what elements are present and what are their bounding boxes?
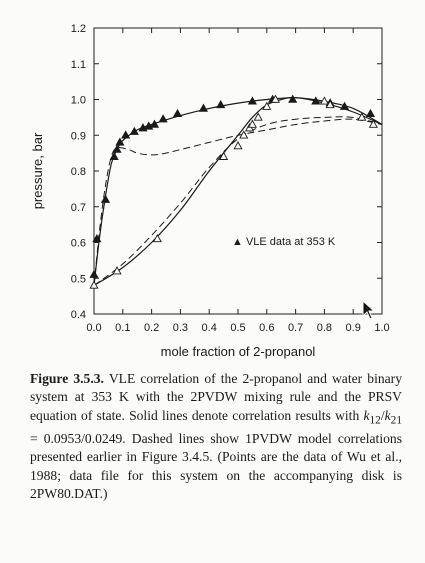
- x-tick-label: 0.2: [144, 322, 159, 334]
- y-tick-label: 1.0: [71, 95, 86, 107]
- open-data-point: [219, 151, 229, 160]
- solid-bubble-curve: [93, 97, 383, 286]
- vle-data-point: [100, 194, 111, 203]
- vle-data-point: [109, 151, 119, 160]
- open-data-point: [319, 96, 329, 105]
- data-markers: [89, 94, 378, 289]
- vle-data-point: [216, 99, 226, 109]
- plot-frame: [93, 27, 383, 315]
- vle-data-point: [112, 144, 122, 153]
- x-tick-label: 0.6: [259, 322, 274, 334]
- vle-data-point: [339, 101, 350, 110]
- y-tick-label: 0.7: [71, 202, 86, 214]
- dashed-bubble-curve: [93, 118, 383, 286]
- caption-text: VLE correlation of the 2-propanol and wa…: [30, 371, 402, 502]
- vle-data-point: [158, 114, 168, 123]
- open-data-point: [262, 101, 272, 110]
- vle-data-point: [149, 119, 160, 128]
- vle-data-point: [198, 103, 209, 112]
- x-tick-label: 0.0: [86, 322, 101, 334]
- x-tick-label: 0.9: [346, 322, 361, 334]
- x-tick-label: 0.7: [288, 322, 303, 334]
- y-tick-label: 0.4: [71, 309, 86, 321]
- legend: ▲ VLE data at 353 K: [232, 236, 336, 248]
- k12-subscript: 12: [369, 414, 381, 427]
- axis-ticks: 0.0 0.1 0.2 0.3 0.4 0.5 0.6 0.7 0.8 0.9 1.0 0.4 0.5 0…: [71, 23, 390, 334]
- open-data-point: [112, 266, 122, 275]
- y-tick-label: 0.8: [71, 166, 86, 178]
- caption-text-part1: VLE correlation of the 2-propanol and wa…: [30, 371, 402, 423]
- vle-data-point: [172, 108, 183, 118]
- open-data-point: [239, 130, 249, 139]
- vle-data-point: [121, 130, 131, 139]
- open-data-point: [253, 112, 263, 121]
- vle-data-point: [365, 108, 376, 118]
- y-axis-title: pressure, bar: [30, 132, 45, 209]
- vle-data-point: [311, 96, 321, 105]
- open-data-point: [152, 234, 162, 243]
- open-data-point: [233, 141, 243, 150]
- open-data-point: [368, 119, 378, 128]
- x-tick-label: 0.1: [115, 322, 130, 334]
- x-tick-label: 0.5: [230, 322, 245, 334]
- vle-data-point: [89, 269, 99, 278]
- y-tick-label: 0.9: [71, 130, 86, 142]
- open-data-point: [89, 280, 99, 289]
- y-tick-label: 0.5: [71, 273, 86, 285]
- open-data-point: [325, 99, 335, 109]
- vle-data-point: [288, 94, 298, 103]
- mouse-pointer-icon: [362, 300, 376, 320]
- figure-caption: Figure 3.5.3. VLE correlation of the 2-p…: [30, 370, 402, 504]
- x-axis-title: mole fraction of 2-propanol: [161, 344, 316, 359]
- x-tick-label: 0.8: [317, 322, 332, 334]
- x-tick-label: 0.4: [202, 322, 217, 334]
- open-data-point: [247, 119, 257, 128]
- vle-data-point: [247, 96, 257, 105]
- vle-data-point: [129, 126, 139, 135]
- y-tick-label: 0.6: [71, 238, 86, 250]
- open-data-point: [270, 94, 281, 103]
- caption-text-part2: = 0.0953/0.0249. Dashed lines show 1PVDW…: [30, 430, 402, 502]
- x-tick-label: 0.3: [173, 322, 188, 334]
- vle-data-point: [115, 137, 125, 146]
- k21-subscript: 21: [390, 414, 402, 427]
- vle-chart: 0.0 0.1 0.2 0.3 0.4 0.5 0.6 0.7 0.8 0.9 1.0 0.4 0.5 0…: [30, 23, 390, 359]
- curves: [93, 96, 383, 286]
- open-data-point: [357, 112, 367, 121]
- y-tick-label: 1.1: [71, 59, 86, 71]
- solid-dew-curve: [93, 96, 383, 286]
- vle-data-point: [92, 234, 102, 243]
- y-tick-label: 1.2: [71, 23, 86, 35]
- x-tick-label: 1.0: [374, 322, 389, 334]
- caption-label: Figure 3.5.3.: [30, 371, 104, 386]
